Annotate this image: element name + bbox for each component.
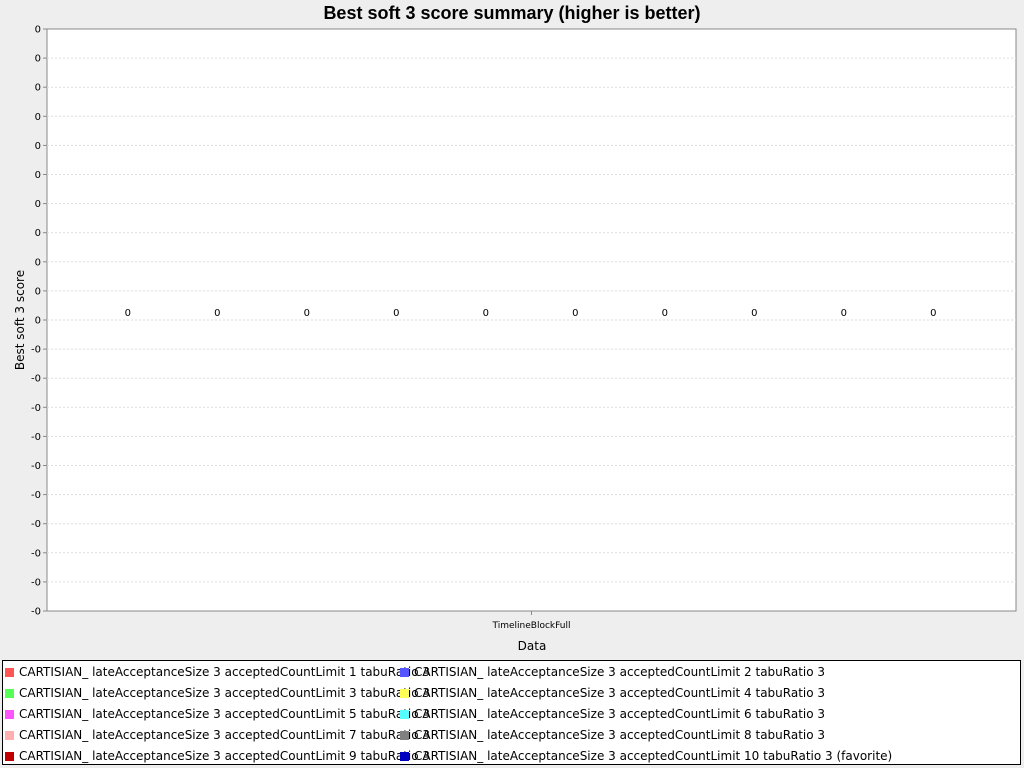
legend-swatch <box>400 710 409 719</box>
legend-label: CARTISIAN_ lateAcceptanceSize 3 accepted… <box>414 749 893 763</box>
legend-item: CARTISIAN_ lateAcceptanceSize 3 accepted… <box>5 706 430 722</box>
x-axis-categories: TimelineBlockFull <box>492 611 571 631</box>
y-tick-label: -0 <box>31 548 41 559</box>
bar-value-label: 0 <box>125 308 131 319</box>
legend-swatch <box>400 689 409 698</box>
y-tick-label: 0 <box>35 316 41 327</box>
y-tick-label: 0 <box>35 54 41 65</box>
y-tick-label: 0 <box>35 257 41 268</box>
y-tick-label: -0 <box>31 577 41 588</box>
bar-value-label: 0 <box>483 308 489 319</box>
bar-value-label: 0 <box>841 308 847 319</box>
y-axis-ticks: 0 0 0 0 0 0 0 0 0 0 0 -0 -0 -0 -0 -0 -0 -0 -0 -0 -0 <box>31 25 47 618</box>
y-tick-label: 0 <box>35 228 41 239</box>
y-tick-label: 0 <box>35 112 41 123</box>
legend-item: CARTISIAN_ lateAcceptanceSize 3 accepted… <box>400 727 825 743</box>
x-axis-label: Data <box>518 639 547 653</box>
legend-label: CARTISIAN_ lateAcceptanceSize 3 accepted… <box>19 728 431 742</box>
y-tick-label: 0 <box>35 170 41 181</box>
grid-lines <box>47 57 1016 583</box>
legend-label: CARTISIAN_ lateAcceptanceSize 3 accepted… <box>19 665 431 679</box>
bar-value-label: 0 <box>751 308 757 319</box>
bar-value-label: 0 <box>930 308 936 319</box>
legend-item: CARTISIAN_ lateAcceptanceSize 3 accepted… <box>5 727 430 743</box>
y-tick-label: 0 <box>35 25 41 36</box>
y-tick-label: 0 <box>35 141 41 152</box>
y-tick-label: -0 <box>31 432 41 443</box>
y-tick-label: -0 <box>31 403 41 414</box>
legend-swatch <box>5 752 14 761</box>
y-tick-label: 0 <box>35 286 41 297</box>
y-tick-label: 0 <box>35 83 41 94</box>
y-tick-label: -0 <box>31 607 41 618</box>
legend-swatch <box>400 668 409 677</box>
legend-label: CARTISIAN_ lateAcceptanceSize 3 accepted… <box>414 728 826 742</box>
legend: CARTISIAN_ lateAcceptanceSize 3 accepted… <box>2 660 1021 765</box>
legend-item: CARTISIAN_ lateAcceptanceSize 3 accepted… <box>400 748 892 764</box>
legend-item: CARTISIAN_ lateAcceptanceSize 3 accepted… <box>5 748 430 764</box>
bar-value-label: 0 <box>393 308 399 319</box>
legend-label: CARTISIAN_ lateAcceptanceSize 3 accepted… <box>19 749 431 763</box>
legend-item: CARTISIAN_ lateAcceptanceSize 3 accepted… <box>400 664 825 680</box>
legend-item: CARTISIAN_ lateAcceptanceSize 3 accepted… <box>5 685 430 701</box>
legend-label: CARTISIAN_ lateAcceptanceSize 3 accepted… <box>414 707 826 721</box>
y-tick-label: -0 <box>31 461 41 472</box>
data-labels: 0 0 0 0 0 0 0 0 0 0 <box>125 308 937 319</box>
legend-swatch <box>400 752 409 761</box>
legend-swatch <box>5 668 14 677</box>
chart-title: Best soft 3 score summary (higher is bet… <box>323 3 700 23</box>
legend-item: CARTISIAN_ lateAcceptanceSize 3 accepted… <box>5 664 430 680</box>
legend-item: CARTISIAN_ lateAcceptanceSize 3 accepted… <box>400 685 825 701</box>
y-tick-label: -0 <box>31 490 41 501</box>
bar-value-label: 0 <box>662 308 668 319</box>
legend-swatch <box>5 689 14 698</box>
bar-value-label: 0 <box>572 308 578 319</box>
legend-item: CARTISIAN_ lateAcceptanceSize 3 accepted… <box>400 706 825 722</box>
legend-label: CARTISIAN_ lateAcceptanceSize 3 accepted… <box>414 686 826 700</box>
chart: Best soft 3 score summary (higher is bet… <box>13 3 1017 653</box>
legend-label: CARTISIAN_ lateAcceptanceSize 3 accepted… <box>414 665 826 679</box>
y-tick-label: -0 <box>31 519 41 530</box>
y-axis-label: Best soft 3 score <box>13 270 27 370</box>
bar-value-label: 0 <box>304 308 310 319</box>
legend-swatch <box>5 731 14 740</box>
y-tick-label: -0 <box>31 345 41 356</box>
y-tick-label: 0 <box>35 199 41 210</box>
legend-label: CARTISIAN_ lateAcceptanceSize 3 accepted… <box>19 686 431 700</box>
legend-swatch <box>400 731 409 740</box>
legend-label: CARTISIAN_ lateAcceptanceSize 3 accepted… <box>19 707 431 721</box>
bar-value-label: 0 <box>214 308 220 319</box>
legend-swatch <box>5 710 14 719</box>
x-category-label: TimelineBlockFull <box>492 621 571 631</box>
y-tick-label: -0 <box>31 374 41 385</box>
